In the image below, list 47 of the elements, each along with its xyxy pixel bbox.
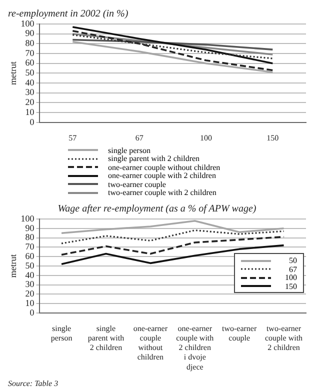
y-axis-title: metrut (8, 60, 18, 85)
chart-title: re-employment in 2002 (in %) (8, 8, 129, 20)
y-tick-label: 40 (25, 77, 35, 88)
y-tick-label: 20 (25, 288, 35, 299)
legend-label: two-earner couple (108, 180, 166, 189)
x-tick-label: single person (50, 324, 72, 342)
y-tick-label: 100 (20, 18, 35, 28)
chart-title: Wage after re-employment (as a % of APW wage) (58, 204, 257, 215)
y-tick-label: 10 (25, 106, 35, 117)
x-tick-label: two-earner couple with 2 children (265, 324, 303, 352)
y-axis-title: metrut (8, 254, 18, 278)
x-tick-label: two-earner couple (222, 324, 257, 342)
x-tick-label: 100 (200, 133, 212, 142)
x-tick-label: one-earner couple with 2 children i dvoje djece (176, 324, 214, 372)
y-tick-label: 50 (25, 68, 35, 78)
source-note: Source: Table 3 (8, 379, 60, 388)
legend-label: single person (108, 146, 150, 155)
y-tick-label: 20 (25, 97, 35, 108)
y-tick-label: 60 (25, 58, 35, 68)
legend-label: single parent with 2 children (108, 154, 200, 164)
x-tick-label: 67 (135, 133, 144, 142)
y-tick-label: 10 (25, 298, 35, 308)
x-tick-label: 150 (266, 133, 279, 142)
y-tick-label: 90 (25, 222, 35, 233)
y-tick-label: 100 (20, 213, 35, 224)
y-tick-label: 40 (25, 270, 35, 280)
y-tick-label: 30 (25, 87, 35, 98)
legend-label: one-earner couple with 2 children (108, 171, 216, 180)
legend-label: one-earner couple without children (108, 162, 220, 172)
x-tick-label: 57 (68, 133, 77, 142)
x-tick-label: one-earner couple without children (133, 324, 168, 362)
legend-label: 150 (285, 282, 297, 291)
y-tick-label: 0 (30, 307, 35, 318)
y-tick-label: 60 (25, 250, 35, 261)
y-tick-label: 70 (25, 242, 35, 252)
y-tick-label: 70 (25, 48, 35, 58)
y-tick-label: 30 (25, 279, 35, 290)
x-tick-label: single parent with 2 children (88, 324, 124, 352)
y-tick-label: 90 (25, 28, 35, 38)
legend-label: 50 (289, 256, 297, 266)
y-tick-label: 0 (30, 116, 35, 127)
y-tick-label: 80 (25, 38, 35, 48)
y-tick-label: 80 (25, 232, 35, 242)
legend-label: two-earner couple with 2 children (108, 188, 216, 198)
legend-label: 67 (289, 264, 297, 274)
y-tick-label: 50 (25, 260, 35, 270)
legend-label: 100 (285, 273, 297, 282)
